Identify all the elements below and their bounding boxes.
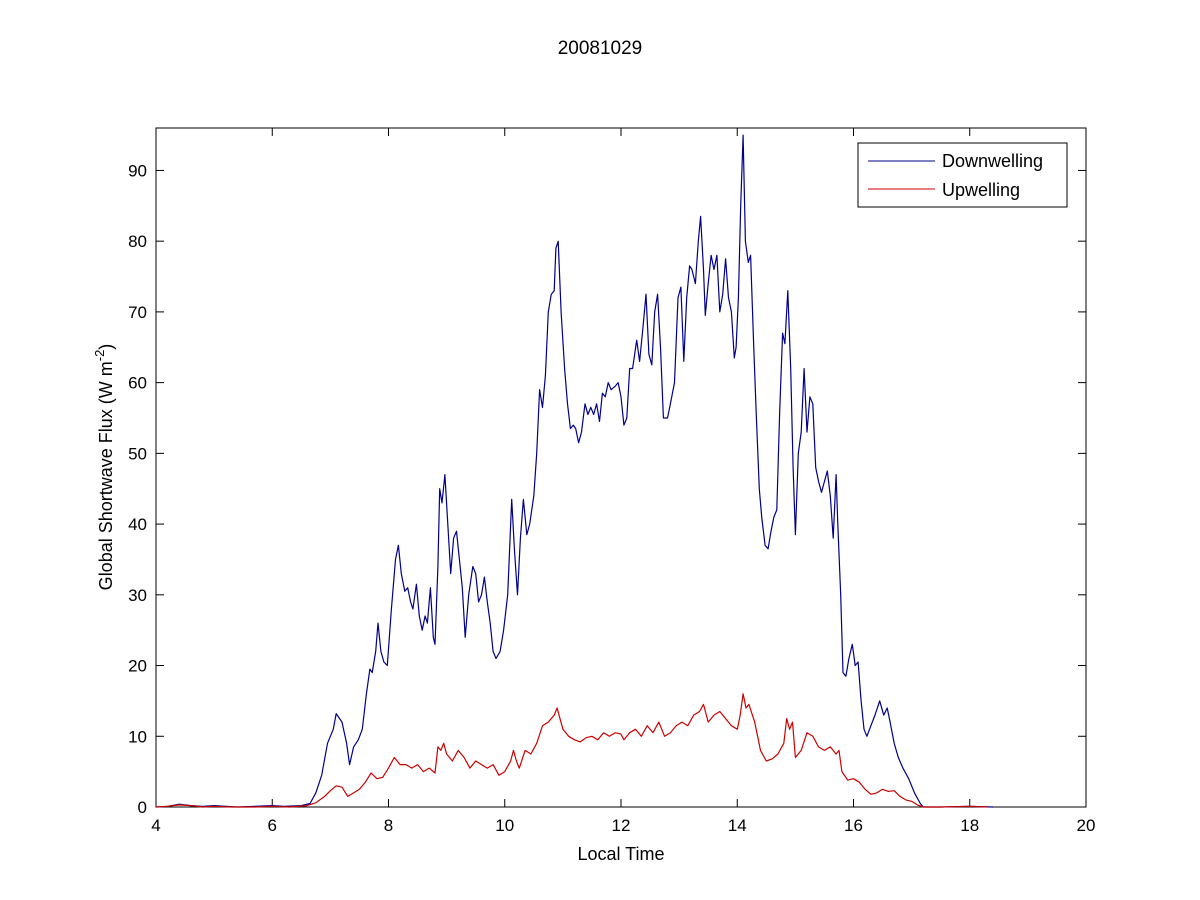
- x-tick-label: 10: [495, 816, 514, 835]
- x-tick-label: 6: [268, 816, 277, 835]
- y-axis-label-superscript: -2: [92, 350, 107, 362]
- x-tick-label: 4: [151, 816, 160, 835]
- legend-label-downwelling: Downwelling: [942, 151, 1043, 171]
- x-tick-label: 16: [844, 816, 863, 835]
- y-tick-label: 10: [128, 727, 147, 746]
- chart-title: 20081029: [558, 38, 643, 59]
- y-axis-label-end: ): [96, 344, 116, 350]
- x-tick-label: 20: [1077, 816, 1096, 835]
- x-tick-label: 8: [384, 816, 393, 835]
- series-line-downwelling: [155, 134, 994, 808]
- y-tick-label: 30: [128, 586, 147, 605]
- x-axis-label: Local Time: [577, 844, 664, 864]
- y-tick-label: 90: [128, 161, 147, 180]
- y-axis-label-main: Global Shortwave Flux (W m: [96, 361, 116, 590]
- series-line-upwelling: [155, 693, 988, 808]
- y-tick-label: 50: [128, 444, 147, 463]
- axis-ticks: 4 6 8 10 12 14 16 18 20 0 10 20 30 40 50 60 70 80 90: [128, 128, 1095, 835]
- y-tick-label: 0: [138, 798, 147, 817]
- x-tick-label: 14: [728, 816, 747, 835]
- y-tick-label: 80: [128, 232, 147, 251]
- x-tick-label: 18: [960, 816, 979, 835]
- legend-box: [857, 142, 1068, 208]
- plot-area: [155, 127, 1087, 808]
- y-tick-label: 70: [128, 303, 147, 322]
- x-tick-label: 12: [612, 816, 631, 835]
- legend: Downwelling Upwelling: [857, 142, 1068, 208]
- y-tick-label: 60: [128, 374, 147, 393]
- y-tick-label: 20: [128, 657, 147, 676]
- y-tick-label: 40: [128, 515, 147, 534]
- series-layer: [155, 134, 994, 808]
- y-axis-label: Global Shortwave Flux (W m-2): [92, 344, 116, 591]
- legend-label-upwelling: Upwelling: [942, 180, 1020, 200]
